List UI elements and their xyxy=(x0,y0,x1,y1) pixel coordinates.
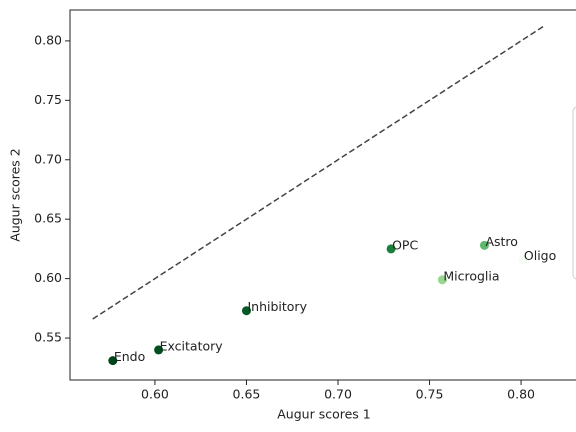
x-tick-label: 0.60 xyxy=(141,387,169,402)
point xyxy=(518,255,528,265)
point xyxy=(437,275,447,285)
point-label: OPC xyxy=(392,237,418,252)
point xyxy=(386,244,396,254)
point xyxy=(479,240,489,250)
point xyxy=(154,345,164,355)
y-tick-label: 0.65 xyxy=(34,211,62,226)
x-tick-label: 0.75 xyxy=(416,387,444,402)
point-label: Microglia xyxy=(443,268,499,283)
point xyxy=(241,306,251,316)
x-tick-label: 0.65 xyxy=(233,387,261,402)
y-tick-label: 0.75 xyxy=(34,92,62,107)
point-label: Inhibitory xyxy=(247,299,307,314)
point-label: Astro xyxy=(485,234,517,249)
y-tick-label: 0.80 xyxy=(34,32,62,47)
point xyxy=(108,356,118,366)
y-tick-label: 0.60 xyxy=(34,270,62,285)
y-tick-label: 0.70 xyxy=(34,151,62,166)
x-tick-label: 0.80 xyxy=(507,387,535,402)
x-axis-label: Augur scores 1 xyxy=(277,407,370,422)
point-label: Endo xyxy=(114,349,145,364)
y-tick-label: 0.55 xyxy=(34,330,62,345)
x-tick-label: 0.70 xyxy=(324,387,352,402)
legend-box xyxy=(572,106,576,280)
y-axis-label: Augur scores 2 xyxy=(8,148,23,241)
point-label: Excitatory xyxy=(160,338,224,353)
point-label: Oligo xyxy=(524,248,556,263)
plot-frame xyxy=(69,9,576,381)
